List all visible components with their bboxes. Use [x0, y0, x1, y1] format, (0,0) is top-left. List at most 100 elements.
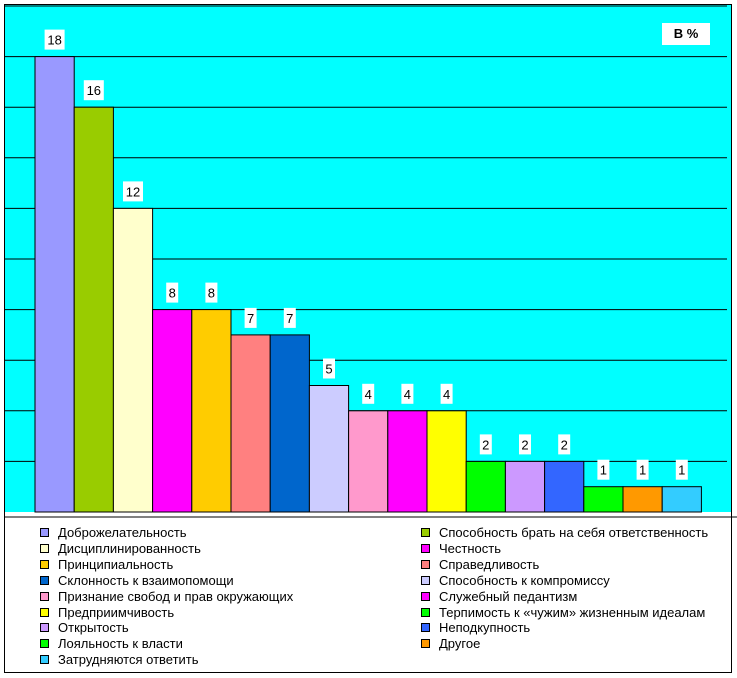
data-label-background [401, 383, 414, 404]
legend-label: Служебный педантизм [439, 588, 578, 604]
legend-swatch [421, 575, 430, 585]
bar [387, 410, 428, 513]
legend-swatch [40, 559, 49, 569]
legend-label: Предприимчивость [58, 604, 175, 620]
legend-swatch [421, 559, 430, 569]
legend-item: Способность к компромиссу [421, 573, 610, 589]
bar [465, 460, 506, 513]
legend-swatch [421, 591, 430, 601]
legend-label: Дисциплинированность [58, 540, 201, 556]
bar [152, 309, 193, 513]
legend-label: Терпимость к «чужим» жизненным идеалам [439, 604, 706, 620]
legend-label: Открытость [58, 620, 129, 636]
legend-label: Склонность к взаимопомощи [58, 572, 234, 588]
legend-label: Принципиальность [58, 556, 174, 572]
data-label: 2 [561, 437, 568, 452]
data-label: 8 [208, 286, 215, 301]
data-label-background [558, 434, 571, 455]
legend-label: Затрудняются ответить [58, 652, 199, 668]
legend-label: Справедливость [439, 556, 540, 572]
legend-item: Предприимчивость [40, 605, 174, 621]
chart-frame [4, 4, 732, 673]
data-label-background [440, 383, 453, 404]
bar [661, 486, 702, 513]
legend-swatch [40, 639, 49, 649]
data-label: 1 [639, 463, 646, 478]
data-label-background [479, 434, 492, 455]
data-label-background [205, 282, 218, 303]
legend-label: Честность [439, 540, 501, 556]
legend-item: Доброжелательность [40, 525, 187, 541]
data-label: 7 [286, 311, 293, 326]
bar [269, 334, 310, 513]
bar [308, 385, 350, 513]
legend-label: Неподкупность [439, 620, 531, 636]
bar [34, 56, 75, 513]
bar [191, 309, 232, 513]
legend-item: Принципиальность [40, 557, 173, 573]
legend-item: Другое [421, 636, 480, 652]
bar [544, 460, 585, 513]
legend-item: Признание свобод и прав окружающих [40, 589, 293, 605]
data-label-background [519, 434, 531, 455]
legend-swatch [40, 543, 49, 553]
data-label: 12 [126, 184, 140, 199]
data-label-background [323, 358, 335, 379]
data-label-background [675, 459, 688, 480]
data-label-background [597, 459, 610, 480]
bar [504, 460, 546, 513]
legend-item: Неподкупность [421, 620, 530, 636]
legend-label: Признание свобод и прав окружающих [58, 588, 294, 604]
data-label: 18 [47, 33, 61, 48]
legend-item: Честность [421, 541, 501, 557]
legend-swatch [40, 591, 49, 601]
legend-swatch [40, 575, 49, 585]
data-label-background [244, 307, 257, 328]
data-label-background [362, 383, 375, 404]
data-label-background [166, 282, 179, 303]
legend-item: Открытость [40, 620, 129, 636]
legend-item: Терпимость к «чужим» жизненным идеалам [421, 605, 705, 621]
legend-swatch [40, 623, 49, 633]
data-label: 1 [600, 463, 607, 478]
data-label: 4 [365, 387, 372, 402]
legend-swatch [421, 607, 430, 617]
legend-item: Служебный педантизм [421, 589, 577, 605]
legend-swatch [421, 639, 430, 649]
legend-label: Доброжелательность [58, 525, 187, 540]
bar [230, 334, 271, 513]
legend-item: Способность брать на себя ответственност… [421, 525, 708, 541]
bar [73, 106, 114, 513]
legend-swatch [421, 528, 430, 538]
legend-item: Справедливость [421, 557, 539, 573]
legend-swatch [421, 543, 430, 553]
bar [112, 207, 154, 513]
legend-label: Способность к компромиссу [439, 572, 610, 588]
data-label: 16 [87, 83, 101, 98]
data-label-background [83, 80, 104, 101]
bar [348, 410, 389, 513]
data-label-background [123, 181, 143, 202]
data-label-background [44, 29, 65, 50]
bar-chart: 18 16 12 8 8 7 7 5 4 4 4 2 2 2 1 1 1 [4, 5, 737, 518]
legend-label: Способность брать на себя ответственност… [439, 525, 709, 540]
legend-swatch [40, 607, 49, 617]
legend-swatch [421, 623, 430, 633]
legend-swatch [40, 528, 49, 538]
data-label: 4 [404, 387, 411, 402]
data-label: 2 [482, 437, 489, 452]
data-label-background [636, 459, 649, 480]
legend-item: Лояльность к власти [40, 636, 183, 652]
data-label: 7 [247, 311, 254, 326]
legend-label: Другое [439, 636, 481, 652]
bar [583, 486, 624, 513]
legend-item: Дисциплинированность [40, 541, 201, 557]
data-label: 5 [325, 362, 332, 377]
data-label: 1 [678, 463, 685, 478]
legend-item: Затрудняются ответить [40, 652, 199, 668]
bar [622, 486, 663, 513]
legend-label: Лояльность к власти [58, 636, 183, 652]
data-label-background [283, 307, 296, 328]
data-label: 4 [443, 387, 450, 402]
bar [426, 410, 467, 513]
